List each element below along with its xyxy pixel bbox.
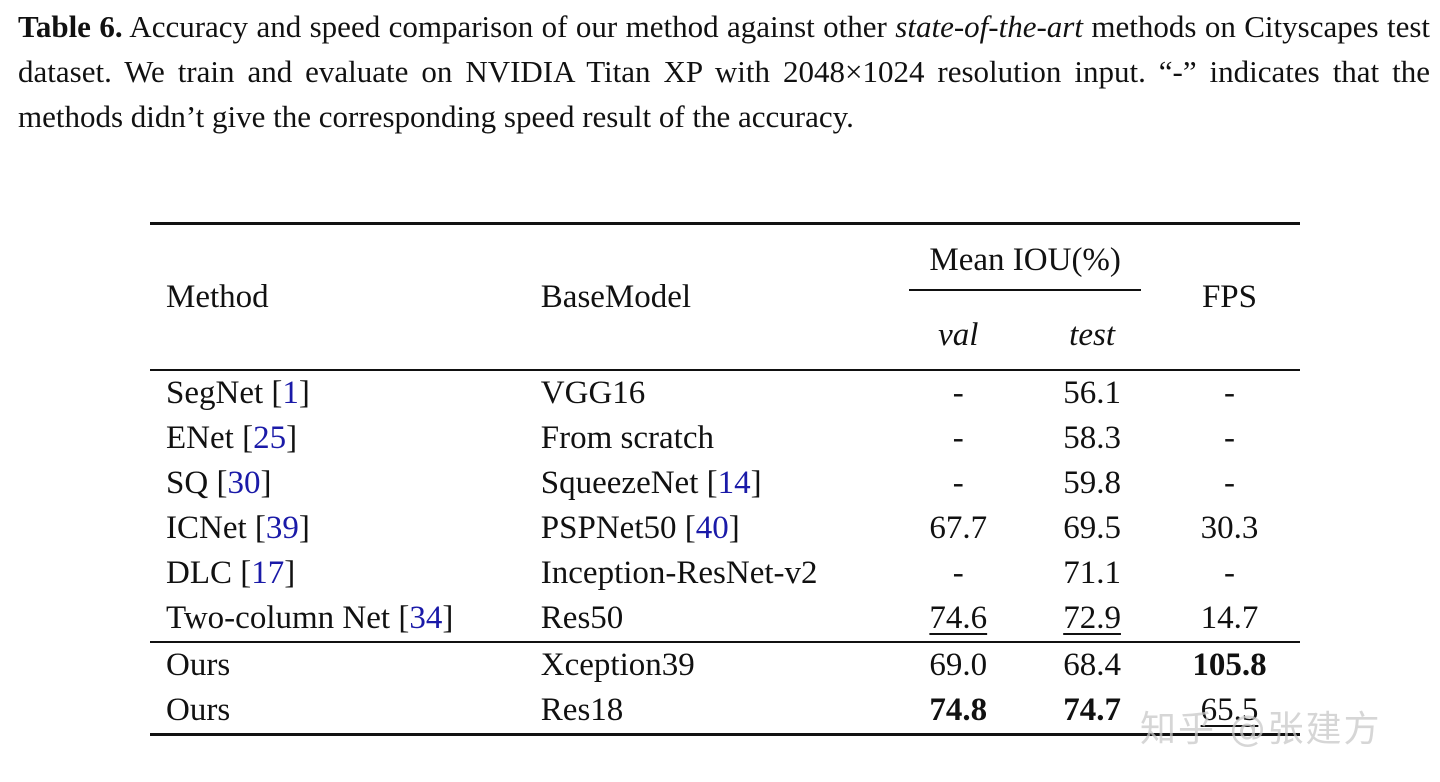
header-method: Method bbox=[166, 278, 269, 315]
citation-link[interactable]: 1 bbox=[282, 375, 299, 411]
citation-link[interactable]: 34 bbox=[409, 600, 443, 636]
basemodel-cell: Xception39 bbox=[540, 647, 695, 683]
method-cell: Ours bbox=[166, 692, 231, 728]
header-test: test bbox=[1069, 316, 1115, 353]
table-row: SQ [30] SqueezeNet [14] - 59.8 - bbox=[150, 461, 1300, 506]
method-name: SQ bbox=[166, 465, 209, 501]
results-table: Method BaseModel Mean IOU(%) FPS val tes… bbox=[150, 222, 1300, 736]
method-cell: ICNet [39] bbox=[166, 510, 310, 546]
citation-link[interactable]: 30 bbox=[227, 465, 261, 501]
caption-text-b: methods on Cityscapes test dataset. We t… bbox=[18, 9, 1431, 134]
table-row: Two-column Net [34] Res50 74.6 72.9 14.7 bbox=[150, 596, 1300, 642]
basemodel-cell: From scratch bbox=[540, 420, 714, 456]
header-val: val bbox=[938, 316, 979, 353]
caption-text-a: Accuracy and speed comparison of our met… bbox=[122, 9, 896, 44]
header-miou: Mean IOU(%) bbox=[929, 242, 1121, 278]
fps-cell: - bbox=[1223, 420, 1235, 456]
val-cell: - bbox=[952, 420, 964, 456]
underlined-value: 65.5 bbox=[1200, 692, 1259, 728]
method-cell: SegNet [1] bbox=[166, 375, 310, 411]
watermark: 知乎 @张建方 bbox=[1140, 709, 1382, 750]
fps-cell: 105.8 bbox=[1159, 642, 1300, 688]
header-basemodel: BaseModel bbox=[540, 278, 692, 315]
fps-cell: 65.5 bbox=[1159, 688, 1300, 735]
bold-value: 74.7 bbox=[1063, 692, 1121, 728]
val-cell: - bbox=[952, 465, 964, 501]
fps-cell: - bbox=[1223, 465, 1235, 501]
method-name: Two-column Net bbox=[166, 600, 391, 636]
underlined-value: 74.6 bbox=[929, 600, 988, 636]
method-name: SegNet bbox=[166, 375, 264, 411]
method-name: ENet bbox=[166, 420, 234, 456]
fps-cell: 30.3 bbox=[1200, 510, 1259, 546]
val-cell: 74.6 bbox=[891, 596, 1025, 642]
table-row: DLC [17] Inception-ResNet-v2 - 71.1 - bbox=[150, 551, 1300, 596]
citation-link[interactable]: 25 bbox=[253, 420, 287, 456]
method-cell: Two-column Net [34] bbox=[166, 600, 454, 636]
basemodel-cell: Inception-ResNet-v2 bbox=[540, 555, 818, 591]
table-row: ICNet [39] PSPNet50 [40] 67.7 69.5 30.3 bbox=[150, 506, 1300, 551]
method-cell: ENet [25] bbox=[166, 420, 298, 456]
fps-cell: - bbox=[1223, 375, 1235, 411]
bold-value: 74.8 bbox=[929, 692, 988, 728]
table-row: SegNet [1] VGG16 - 56.1 - bbox=[150, 370, 1300, 416]
test-cell: 58.3 bbox=[1063, 420, 1121, 456]
fps-cell: 14.7 bbox=[1200, 600, 1259, 636]
basemodel-cell: PSPNet50 [40] bbox=[540, 510, 740, 546]
val-cell: 67.7 bbox=[929, 510, 988, 546]
val-cell: 74.8 bbox=[891, 688, 1025, 735]
table-row: ENet [25] From scratch - 58.3 - bbox=[150, 416, 1300, 461]
caption-label: Table 6. bbox=[18, 9, 123, 44]
test-cell: 74.7 bbox=[1025, 688, 1159, 735]
val-cell: 69.0 bbox=[929, 647, 988, 683]
val-cell: - bbox=[952, 555, 964, 591]
table-caption: Table 6. Accuracy and speed comparison o… bbox=[18, 4, 1430, 139]
basemodel-cell: Res18 bbox=[540, 692, 624, 728]
method-cell: DLC [17] bbox=[166, 555, 296, 591]
bold-value: 105.8 bbox=[1192, 647, 1267, 683]
caption-text-italic: state-of-the-art bbox=[895, 9, 1083, 44]
test-cell: 56.1 bbox=[1063, 375, 1121, 411]
basemodel-cell: SqueezeNet [14] bbox=[540, 465, 762, 501]
method-name: DLC bbox=[166, 555, 232, 591]
fps-cell: - bbox=[1223, 555, 1235, 591]
method-name: ICNet bbox=[166, 510, 247, 546]
method-cell: Ours bbox=[166, 647, 231, 683]
basemodel-cell: Res50 bbox=[540, 600, 624, 636]
basemodel-name: SqueezeNet bbox=[540, 465, 699, 501]
test-cell: 59.8 bbox=[1063, 465, 1121, 501]
test-cell: 72.9 bbox=[1025, 596, 1159, 642]
test-cell: 68.4 bbox=[1063, 647, 1121, 683]
citation-link[interactable]: 39 bbox=[265, 510, 299, 546]
basemodel-cell: VGG16 bbox=[540, 375, 646, 411]
citation-link[interactable]: 14 bbox=[717, 465, 751, 501]
test-cell: 69.5 bbox=[1063, 510, 1121, 546]
table-row-ours: Ours Res18 74.8 74.7 65.5 bbox=[150, 688, 1300, 735]
citation-link[interactable]: 40 bbox=[695, 510, 729, 546]
test-cell: 71.1 bbox=[1063, 555, 1121, 591]
citation-link[interactable]: 17 bbox=[251, 555, 285, 591]
basemodel-name: PSPNet50 bbox=[540, 510, 677, 546]
val-cell: - bbox=[952, 375, 964, 411]
method-cell: SQ [30] bbox=[166, 465, 272, 501]
table-row-ours: Ours Xception39 69.0 68.4 105.8 bbox=[150, 642, 1300, 688]
header-fps: FPS bbox=[1201, 278, 1258, 315]
header-miou-cell: Mean IOU(%) bbox=[891, 224, 1159, 302]
underlined-value: 72.9 bbox=[1063, 600, 1121, 636]
